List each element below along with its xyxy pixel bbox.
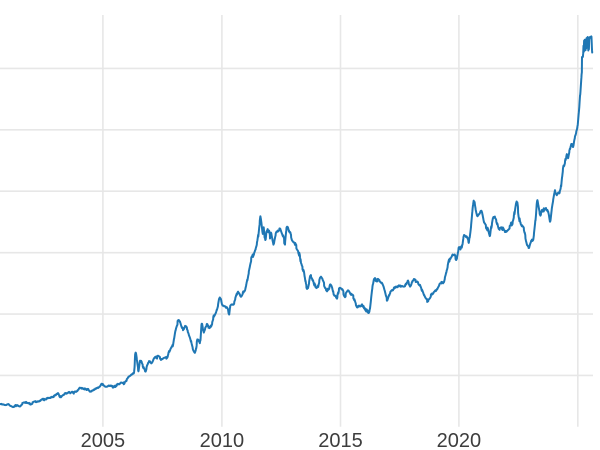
svg-text:2010: 2010: [200, 430, 245, 450]
svg-text:2020: 2020: [437, 430, 482, 450]
svg-text:2005: 2005: [81, 430, 126, 450]
svg-text:2015: 2015: [318, 430, 363, 450]
